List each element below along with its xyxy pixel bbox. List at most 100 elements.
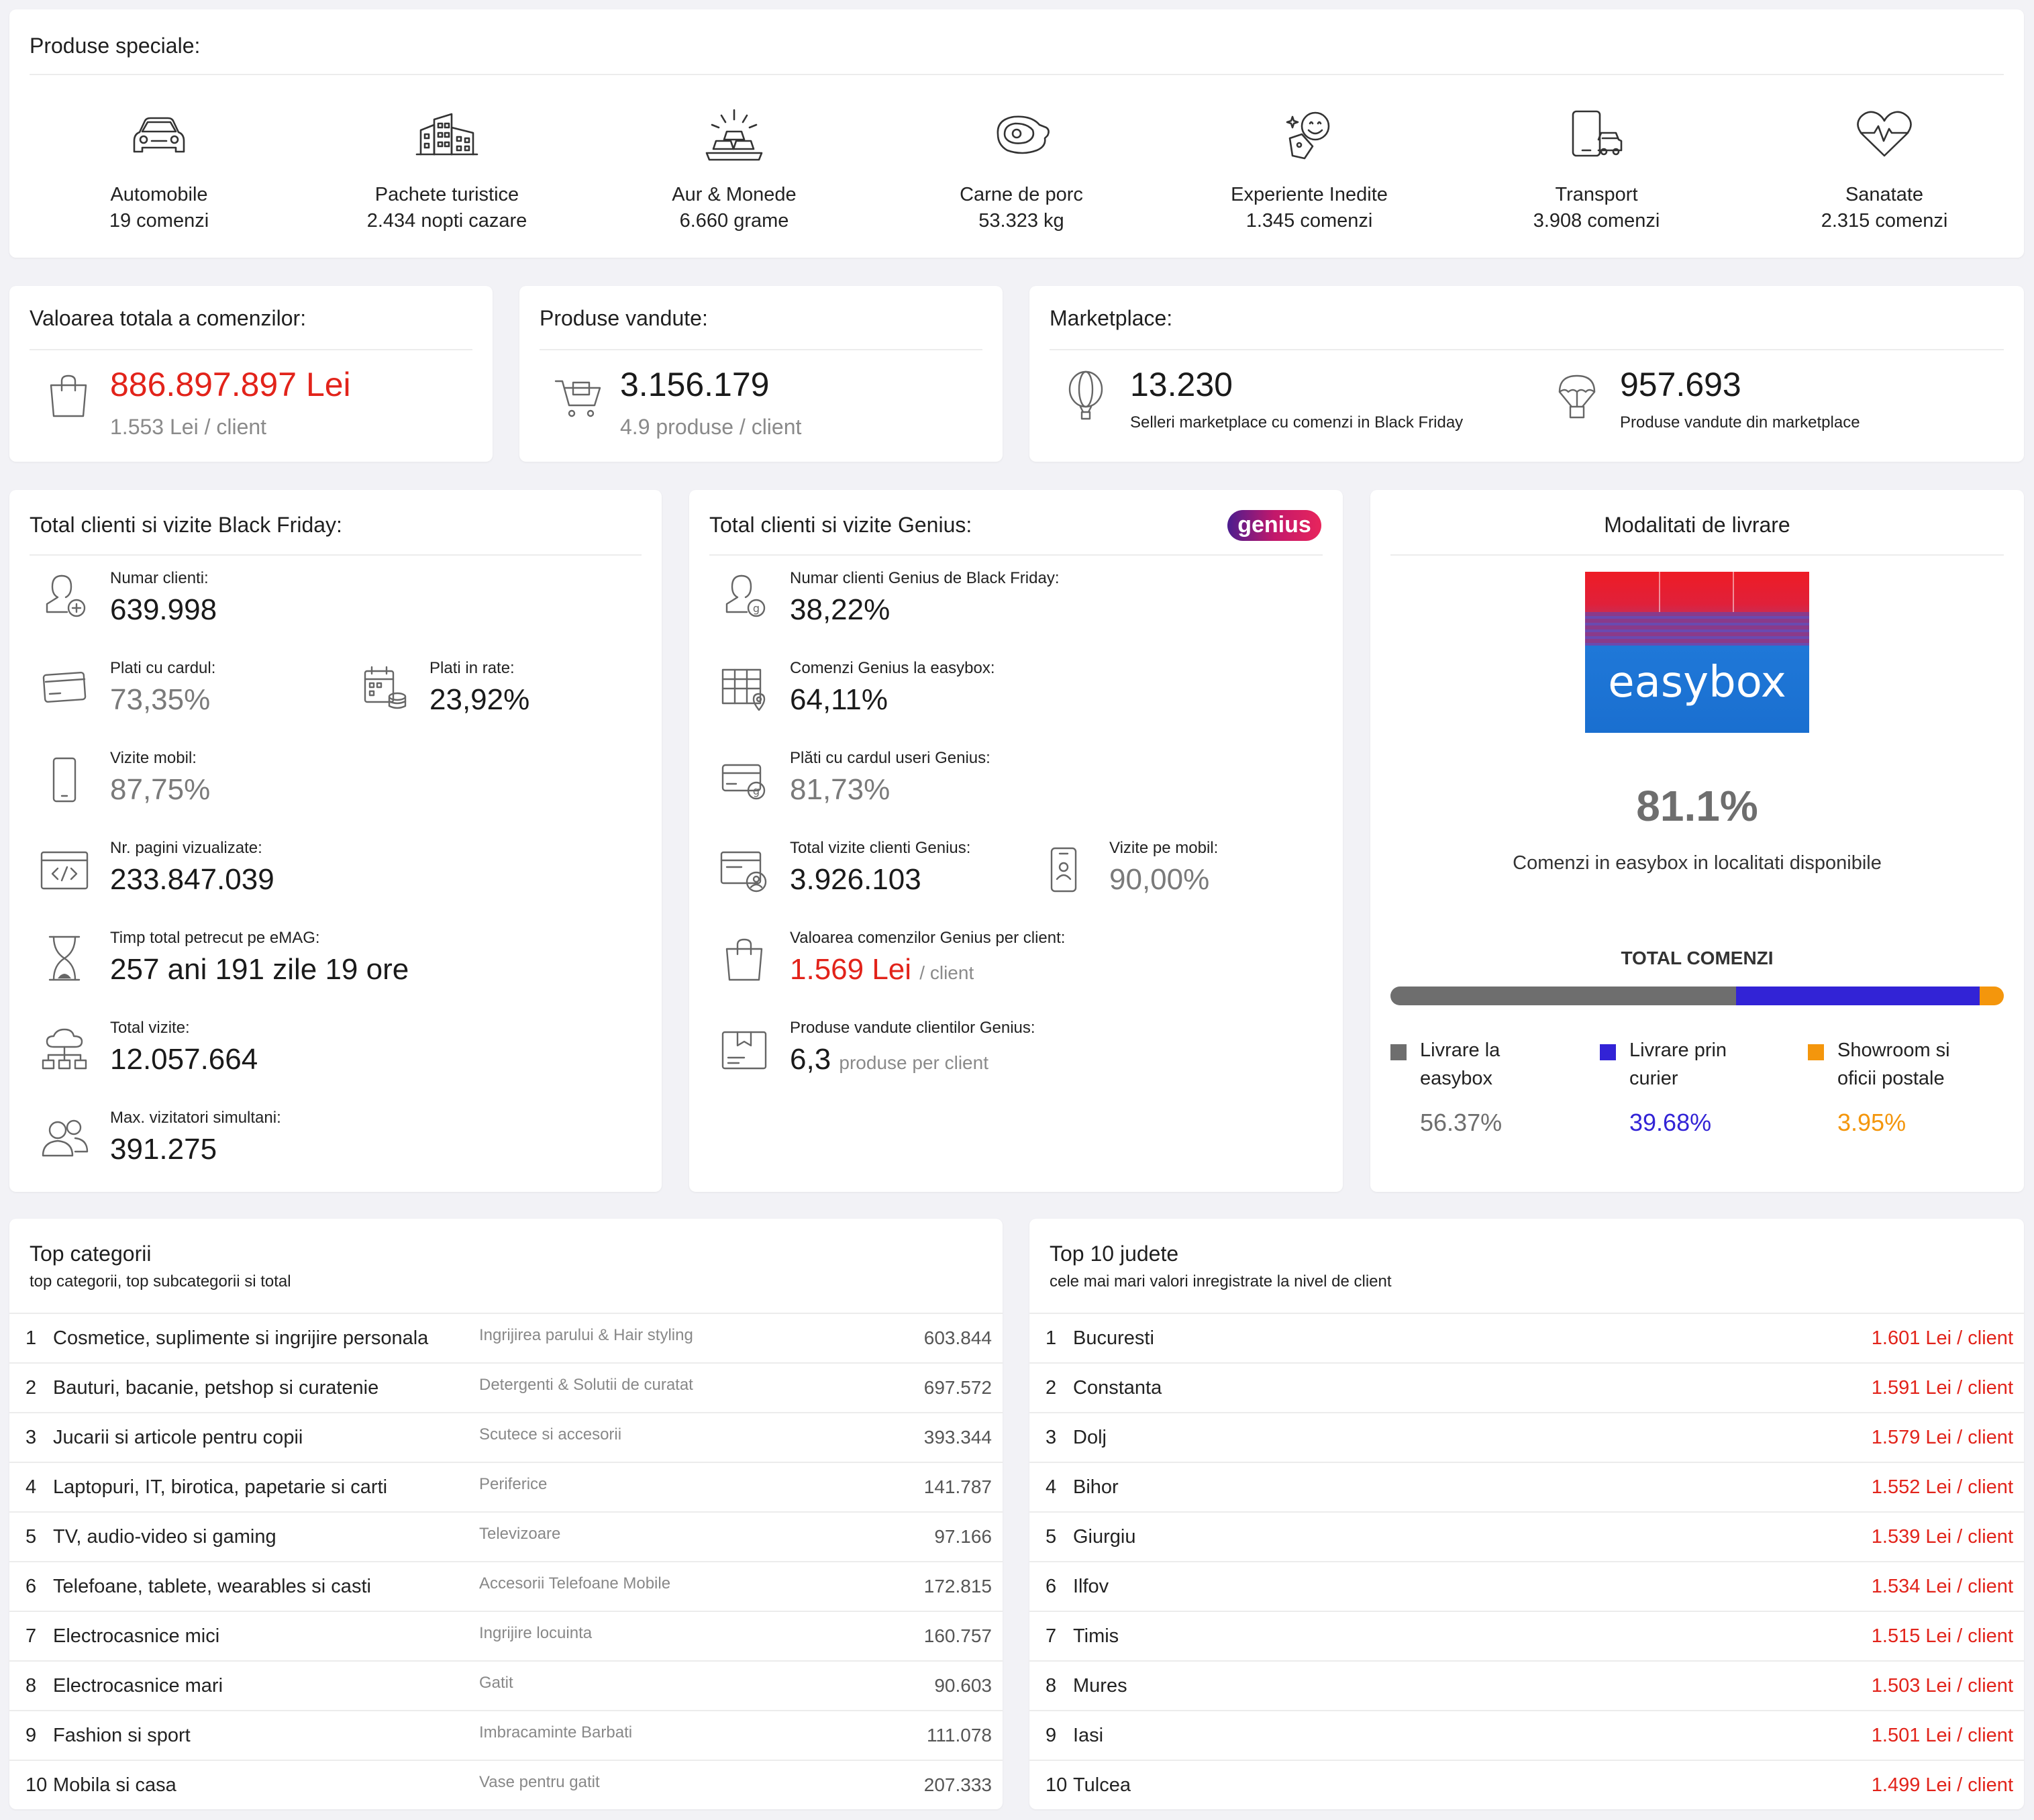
divider	[30, 554, 642, 556]
legend-pct-easybox: 56.37%	[1420, 1109, 1503, 1136]
stat-label: Nr. pagini vizualizate:	[110, 839, 262, 857]
row-rank: 9	[26, 1725, 37, 1746]
county-name: Iasi	[1073, 1725, 1104, 1746]
easybox-logo-grid	[1659, 572, 1660, 612]
special-item-transport[interactable]: Transport 3.908 comenzi	[1469, 97, 1724, 232]
legend-line: easybox	[1420, 1068, 1493, 1089]
table-row[interactable]: 3 Jucarii si articole pentru copii Scutece…	[9, 1412, 1003, 1462]
special-item-experiente[interactable]: Experiente Inedite 1.345 comenzi	[1182, 97, 1437, 232]
category-total: 141.787	[923, 1476, 992, 1497]
county-value: 1.591 Lei / client	[1871, 1377, 2013, 1399]
table-row[interactable]: 8 Mures 1.503 Lei / client	[1029, 1660, 2024, 1710]
row-rank: 10	[1046, 1774, 1068, 1796]
user-plus-icon	[46, 574, 86, 617]
table-row[interactable]: 6 Ilfov 1.534 Lei / client	[1029, 1561, 2024, 1611]
table-row[interactable]: 10 Tulcea 1.499 Lei / client	[1029, 1760, 2024, 1809]
category-total: 393.344	[923, 1427, 992, 1448]
county-name: Mures	[1073, 1675, 1127, 1697]
stat-label: Vizite mobil:	[110, 749, 197, 767]
legend-line: Showroom si	[1837, 1040, 1950, 1061]
table-row[interactable]: 2 Bauturi, bacanie, petshop si curatenie D…	[9, 1362, 1003, 1412]
table-row[interactable]: 9 Iasi 1.501 Lei / client	[1029, 1710, 2024, 1760]
special-item-value: 53.323 kg	[978, 210, 1064, 232]
marketplace-products-value: 957.693	[1620, 366, 1741, 403]
delivery-bar-courier	[1736, 987, 1980, 1005]
stat-label: Total vizite clienti Genius:	[790, 839, 971, 857]
special-item-aur[interactable]: Aur & Monede 6.660 grame	[607, 97, 862, 232]
county-value: 1.601 Lei / client	[1871, 1327, 2013, 1349]
special-item-name: Carne de porc	[960, 184, 1083, 205]
special-products-card: Produse speciale: Automobile 19 comenzi …	[9, 9, 2024, 258]
county-value: 1.503 Lei / client	[1871, 1675, 2013, 1697]
stat-label: Plati in rate:	[429, 659, 515, 677]
total-orders-label: TOTAL COMENZI	[1621, 948, 1774, 968]
category-total: 697.572	[923, 1377, 992, 1398]
table-row[interactable]: 1 Bucuresti 1.601 Lei / client	[1029, 1313, 2024, 1362]
special-products-title: Produse speciale:	[30, 34, 201, 58]
table-row[interactable]: 10 Mobila si casa Vase pentru gatit 207.333	[9, 1760, 1003, 1809]
table-row[interactable]: 8 Electrocasnice mari Gatit 90.603	[9, 1660, 1003, 1710]
category-name: Electrocasnice mari	[53, 1675, 223, 1697]
subcategory-name: Ingrijire locuinta	[479, 1624, 593, 1642]
special-item-carne[interactable]: Carne de porc 53.323 kg	[894, 97, 1149, 232]
genius-title: Total clienti si vizite Genius:	[709, 513, 972, 537]
subcategory-name: Imbracaminte Barbati	[479, 1723, 633, 1741]
table-row[interactable]: 7 Timis 1.515 Lei / client	[1029, 1611, 2024, 1660]
special-item-sanatate[interactable]: Sanatate 2.315 comenzi	[1757, 97, 2012, 232]
row-rank: 4	[26, 1476, 37, 1498]
legend-swatch-easybox	[1390, 1044, 1407, 1060]
table-row[interactable]: 1 Cosmetice, suplimente si ingrijire pers…	[9, 1313, 1003, 1362]
total-value-per-client: 1.553 Lei / client	[110, 415, 267, 439]
row-rank: 4	[1046, 1476, 1057, 1498]
table-row[interactable]: 4 Laptopuri, IT, birotica, papetarie si c…	[9, 1462, 1003, 1511]
legend-label-courier: Livrare prin curier	[1629, 1036, 1727, 1093]
county-name: Bihor	[1073, 1476, 1119, 1498]
special-item-pachete[interactable]: Pachete turistice 2.434 nopti cazare	[319, 97, 574, 232]
row-rank: 6	[26, 1576, 37, 1597]
top-counties-card: Top 10 judete cele mai mari valori inreg…	[1029, 1219, 2024, 1809]
bf-simultaneous: Max. vizitatori simultani: 391.275	[110, 1109, 281, 1166]
stat-value: 12.057.664	[110, 1043, 258, 1076]
row-rank: 7	[26, 1625, 37, 1647]
table-row[interactable]: 7 Electrocasnice mici Ingrijire locuinta 16…	[9, 1611, 1003, 1660]
stat-value: 1.569 Lei / client	[790, 953, 1065, 987]
top-categories-title: Top categorii	[30, 1242, 152, 1266]
table-row[interactable]: 6 Telefoane, tablete, wearables si casti A…	[9, 1561, 1003, 1611]
user-genius-icon: g	[725, 574, 766, 617]
shopping-cart-icon	[554, 380, 601, 417]
special-item-automobile[interactable]: Automobile 19 comenzi	[32, 97, 287, 232]
legend-line: Livrare prin	[1629, 1040, 1727, 1061]
table-row[interactable]: 2 Constanta 1.591 Lei / client	[1029, 1362, 2024, 1412]
stat-value: 391.275	[110, 1133, 217, 1166]
bf-installments: Plati in rate: 23,92%	[429, 659, 529, 717]
special-item-name: Experiente Inedite	[1231, 184, 1388, 205]
stat-value: 6,3 produse per client	[790, 1043, 1035, 1076]
genius-visits: Total vizite clienti Genius: 3.926.103	[790, 839, 970, 897]
category-total: 97.166	[934, 1526, 992, 1547]
marketplace-title: Marketplace:	[1050, 306, 1173, 330]
bf-clients: Numar clienti: 639.998	[110, 569, 217, 627]
category-total: 111.078	[926, 1725, 992, 1746]
special-item-value: 1.345 comenzi	[1245, 210, 1373, 232]
stat-value: 38,22%	[790, 593, 891, 626]
balloon-icon	[1068, 370, 1103, 420]
legend-swatch-showroom	[1808, 1044, 1824, 1060]
easybox-logo-grid	[1733, 572, 1734, 612]
parachute-gift-icon	[1558, 374, 1596, 419]
genius-card: Total clienti si vizite Genius: genius g…	[689, 490, 1343, 1192]
table-row[interactable]: 9 Fashion si sport Imbracaminte Barbati 111…	[9, 1710, 1003, 1760]
subcategory-name: Accesorii Telefoane Mobile	[479, 1574, 671, 1592]
easybox-logo-stripes	[1585, 612, 1809, 646]
special-item-value: 2.315 comenzi	[1821, 210, 1948, 232]
genius-easybox: Comenzi Genius la easybox: 64,11%	[790, 659, 995, 717]
special-item-value: 2.434 nopti cazare	[366, 210, 527, 232]
table-row[interactable]: 4 Bihor 1.552 Lei / client	[1029, 1462, 2024, 1511]
county-value: 1.552 Lei / client	[1871, 1476, 2013, 1498]
table-row[interactable]: 5 Giurgiu 1.539 Lei / client	[1029, 1511, 2024, 1561]
subcategory-name: Periferice	[479, 1475, 548, 1493]
table-row[interactable]: 3 Dolj 1.579 Lei / client	[1029, 1412, 2024, 1462]
county-value: 1.499 Lei / client	[1871, 1774, 2013, 1796]
special-item-name: Transport	[1555, 184, 1638, 205]
table-row[interactable]: 5 TV, audio-video si gaming Televizoare 97.…	[9, 1511, 1003, 1561]
divider	[30, 349, 472, 350]
